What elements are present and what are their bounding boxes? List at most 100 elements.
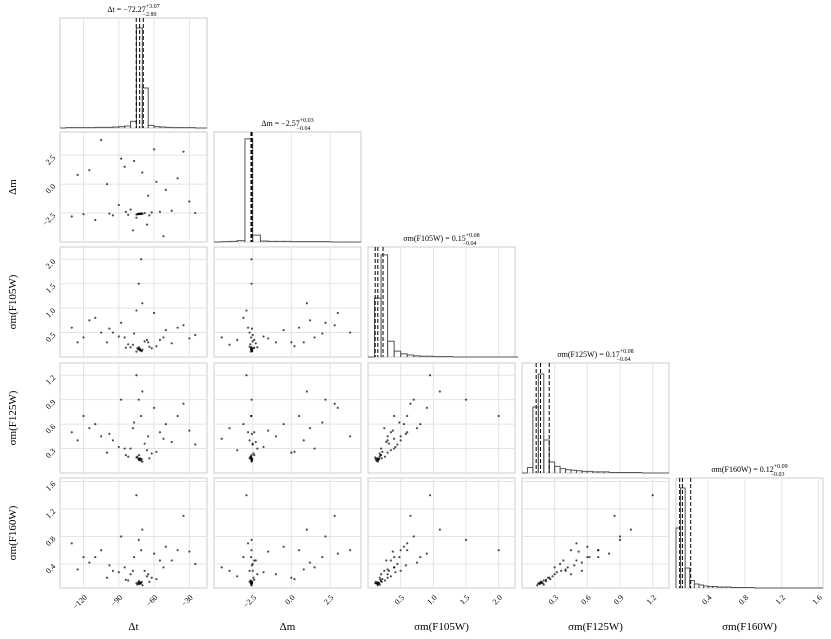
sample-point	[176, 549, 179, 552]
sample-point	[569, 549, 573, 552]
sample-point	[324, 535, 327, 538]
sample-point	[551, 575, 554, 578]
sample-point	[141, 584, 144, 587]
sample-point	[393, 555, 396, 559]
sample-point	[94, 218, 97, 222]
sample-point	[381, 450, 384, 453]
sample-point	[376, 457, 379, 460]
sample-point	[123, 336, 126, 339]
title-plus: +0.09	[774, 464, 788, 470]
sample-point	[274, 573, 277, 576]
sample-point	[111, 331, 115, 334]
sample-point	[386, 568, 389, 571]
sample-point	[324, 321, 327, 324]
x-tick-label: 2.0	[491, 593, 504, 606]
sample-point	[386, 451, 389, 454]
sample-point	[70, 431, 73, 434]
sample-point	[387, 442, 391, 445]
sample-point	[549, 577, 552, 581]
sample-point	[194, 333, 197, 337]
sample-point	[76, 568, 79, 571]
sample-point	[123, 447, 126, 450]
panel-frame	[213, 246, 362, 358]
sample-point	[290, 341, 293, 344]
sample-point	[393, 414, 396, 418]
y-axis-label: σm(F160W)	[7, 505, 19, 560]
sample-point	[250, 453, 253, 457]
sample-point	[274, 341, 277, 344]
sample-point	[302, 439, 305, 442]
sample-point	[402, 423, 406, 426]
sample-point	[105, 451, 109, 454]
sample-point	[145, 449, 149, 452]
sample-point	[148, 214, 151, 217]
hist-bar	[608, 471, 616, 473]
sample-point	[336, 311, 339, 315]
sample-point	[249, 455, 252, 458]
sample-point	[394, 445, 397, 449]
sample-point	[396, 562, 399, 566]
sample-point	[129, 346, 132, 349]
sample-point	[117, 335, 120, 338]
sample-point	[246, 542, 250, 545]
sample-point	[573, 564, 576, 567]
sample-point	[94, 316, 97, 319]
sample-point	[251, 340, 254, 343]
title-minus: −0.03	[771, 472, 785, 478]
sample-point	[188, 429, 191, 432]
sample-point	[100, 139, 103, 142]
y-tick-label: 0.8	[44, 534, 57, 547]
sample-point	[409, 402, 412, 405]
sample-point	[245, 374, 248, 377]
sample-point	[88, 427, 91, 430]
sample-point	[248, 569, 251, 572]
x-tick-label: 0.5	[393, 593, 406, 606]
sample-point	[399, 549, 402, 552]
title-minus: −0.04	[463, 241, 477, 247]
title-plus: +3.07	[146, 4, 160, 10]
sample-point	[152, 311, 156, 315]
sample-point	[406, 431, 409, 434]
sample-point	[141, 348, 144, 351]
sample-point	[544, 578, 548, 581]
x-axis-label: Δm	[280, 621, 296, 633]
hist-bar	[730, 587, 737, 588]
sample-point	[415, 427, 419, 430]
sample-point	[250, 549, 253, 552]
sample-point	[228, 427, 231, 430]
sample-point	[333, 402, 336, 405]
sample-point	[305, 528, 308, 531]
sample-point	[236, 338, 239, 341]
sample-point	[228, 569, 231, 572]
sample-point	[321, 421, 324, 424]
sample-point	[82, 336, 85, 339]
sample-point	[250, 282, 253, 285]
sample-point	[464, 398, 468, 401]
sample-point	[148, 580, 151, 583]
sample-point	[182, 402, 185, 405]
sample-point	[117, 571, 120, 574]
sample-point	[629, 528, 632, 531]
sample-point	[141, 528, 144, 531]
sample-point	[497, 549, 500, 552]
panel-frame	[59, 131, 208, 243]
sample-point	[117, 445, 120, 449]
hist-bar	[614, 471, 621, 473]
sample-point	[586, 555, 589, 559]
hist-bar	[537, 373, 545, 473]
sample-point	[250, 398, 253, 401]
sample-point	[162, 437, 165, 440]
sample-point	[383, 427, 386, 430]
sample-point	[150, 452, 153, 455]
sample-point	[313, 566, 316, 569]
sample-point	[143, 211, 146, 215]
sample-point	[428, 494, 432, 497]
sample-point	[412, 535, 415, 538]
sample-point	[374, 582, 377, 585]
hist-bar	[635, 471, 643, 473]
sample-point	[305, 390, 308, 393]
sample-point	[150, 347, 153, 350]
sample-point	[145, 223, 149, 226]
sample-point	[379, 453, 382, 457]
